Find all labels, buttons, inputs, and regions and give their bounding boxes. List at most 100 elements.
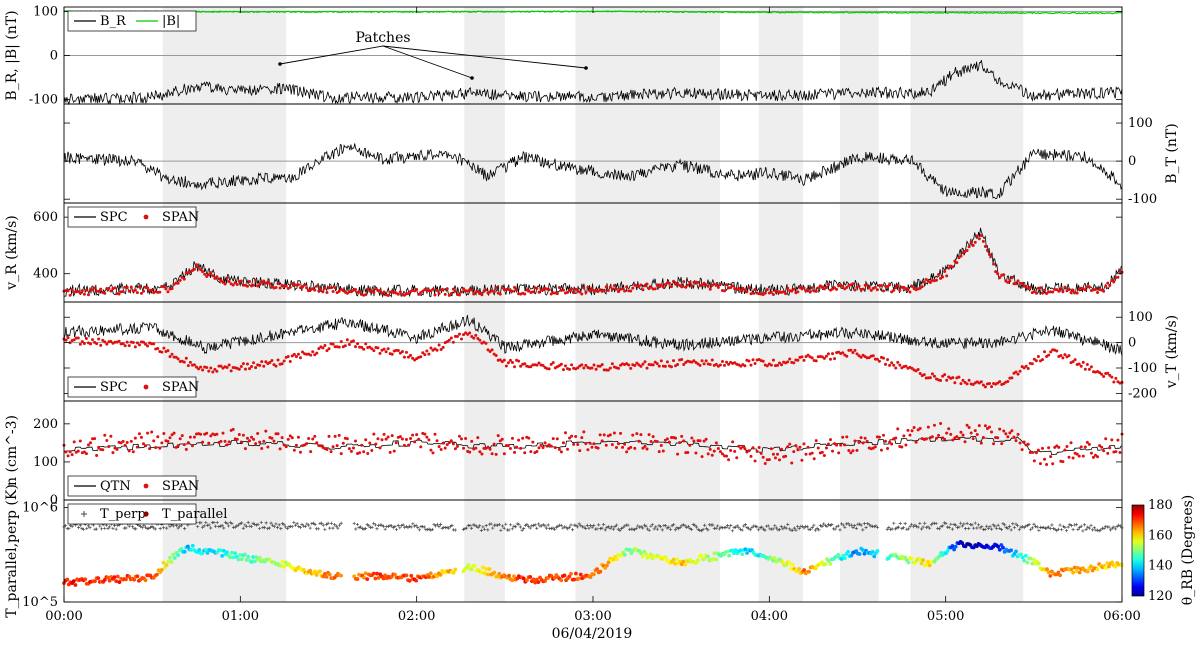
point-t-perp <box>1110 526 1114 530</box>
point-t-perp <box>696 527 700 532</box>
point-span <box>716 285 720 289</box>
point-t-parallel <box>182 549 187 554</box>
legend-marker-span <box>143 384 149 390</box>
point-span <box>841 284 845 288</box>
point-span <box>480 452 484 456</box>
point-span <box>162 431 166 435</box>
point-span <box>451 340 455 344</box>
point-t-parallel <box>112 575 117 579</box>
point-span <box>651 435 655 439</box>
point-t-parallel <box>166 559 171 564</box>
point-span <box>166 290 170 294</box>
point-span <box>170 352 174 356</box>
point-t-perp <box>390 524 394 528</box>
point-span <box>1087 442 1091 446</box>
point-span <box>623 442 627 446</box>
point-t-perp <box>541 523 545 527</box>
point-t-perp <box>735 524 739 528</box>
point-span <box>792 361 796 365</box>
point-t-perp <box>354 527 358 531</box>
point-span <box>1045 462 1049 466</box>
point-span <box>388 450 392 454</box>
point-t-perp <box>636 524 640 528</box>
point-span <box>370 289 374 293</box>
point-t-perp <box>947 525 951 530</box>
point-span <box>349 449 353 453</box>
point-t-parallel <box>1014 549 1018 554</box>
point-span <box>127 289 131 293</box>
point-t-perp <box>328 526 332 530</box>
point-span <box>561 441 565 445</box>
point-span <box>706 284 710 288</box>
point-t-perp <box>437 525 441 529</box>
point-span <box>568 436 572 440</box>
point-span <box>162 285 166 289</box>
point-span <box>908 433 912 437</box>
point-span <box>851 351 855 355</box>
point-span <box>775 363 779 367</box>
y-tick-label-B: 100 <box>33 4 58 19</box>
point-t-parallel <box>732 551 736 556</box>
point-span <box>720 452 724 456</box>
point-t-perp <box>711 523 715 527</box>
point-span <box>718 363 722 367</box>
point-span <box>937 273 941 277</box>
point-t-perp <box>393 525 397 529</box>
point-span <box>207 441 211 445</box>
point-t-parallel <box>945 549 950 553</box>
point-span <box>382 290 386 294</box>
point-span <box>125 286 129 290</box>
point-t-perp <box>178 524 182 528</box>
point-t-parallel <box>1045 567 1049 572</box>
point-span <box>718 282 722 286</box>
point-span <box>790 461 794 465</box>
point-span <box>598 364 602 368</box>
point-span <box>137 432 141 436</box>
point-span <box>892 288 896 292</box>
point-span <box>1112 380 1116 384</box>
point-t-parallel <box>733 548 738 553</box>
point-t-perp <box>1078 526 1082 530</box>
point-t-perp <box>1004 526 1008 530</box>
point-span <box>135 341 139 345</box>
point-t-parallel <box>65 577 70 582</box>
point-span <box>910 429 914 433</box>
point-span <box>722 363 726 367</box>
point-span <box>947 266 951 270</box>
point-t-perp <box>111 526 115 531</box>
point-t-perp <box>592 523 596 528</box>
y-tick-label-vR: 600 <box>33 210 58 225</box>
point-t-perp <box>963 527 968 531</box>
point-span <box>360 443 364 447</box>
point-span <box>1116 275 1120 279</box>
point-span <box>873 285 877 289</box>
point-t-parallel <box>872 554 877 559</box>
point-t-parallel <box>322 572 327 576</box>
point-t-parallel <box>924 563 929 567</box>
point-t-perp <box>106 526 110 531</box>
point-span <box>323 286 327 290</box>
point-t-perp <box>1091 528 1095 532</box>
point-span <box>704 283 708 287</box>
point-t-perp <box>165 526 169 530</box>
point-t-perp <box>778 528 782 532</box>
point-span <box>531 290 535 294</box>
point-span <box>274 286 278 290</box>
point-t-perp <box>512 524 516 528</box>
point-t-perp <box>326 521 330 525</box>
point-t-parallel <box>371 571 376 576</box>
y-tick-label-vT: -100 <box>1128 361 1157 376</box>
point-t-perp <box>215 520 219 525</box>
legend-box-vT <box>67 376 197 398</box>
point-t-perp <box>605 525 609 529</box>
point-span <box>616 366 620 370</box>
point-t-perp <box>999 527 1003 532</box>
point-t-parallel <box>671 557 676 562</box>
point-t-perp <box>546 523 550 527</box>
point-span <box>101 448 105 452</box>
point-t-parallel <box>1025 560 1030 565</box>
point-span <box>109 434 113 438</box>
point-span <box>684 285 688 289</box>
point-t-parallel <box>849 553 854 558</box>
point-t-perp <box>965 521 969 525</box>
